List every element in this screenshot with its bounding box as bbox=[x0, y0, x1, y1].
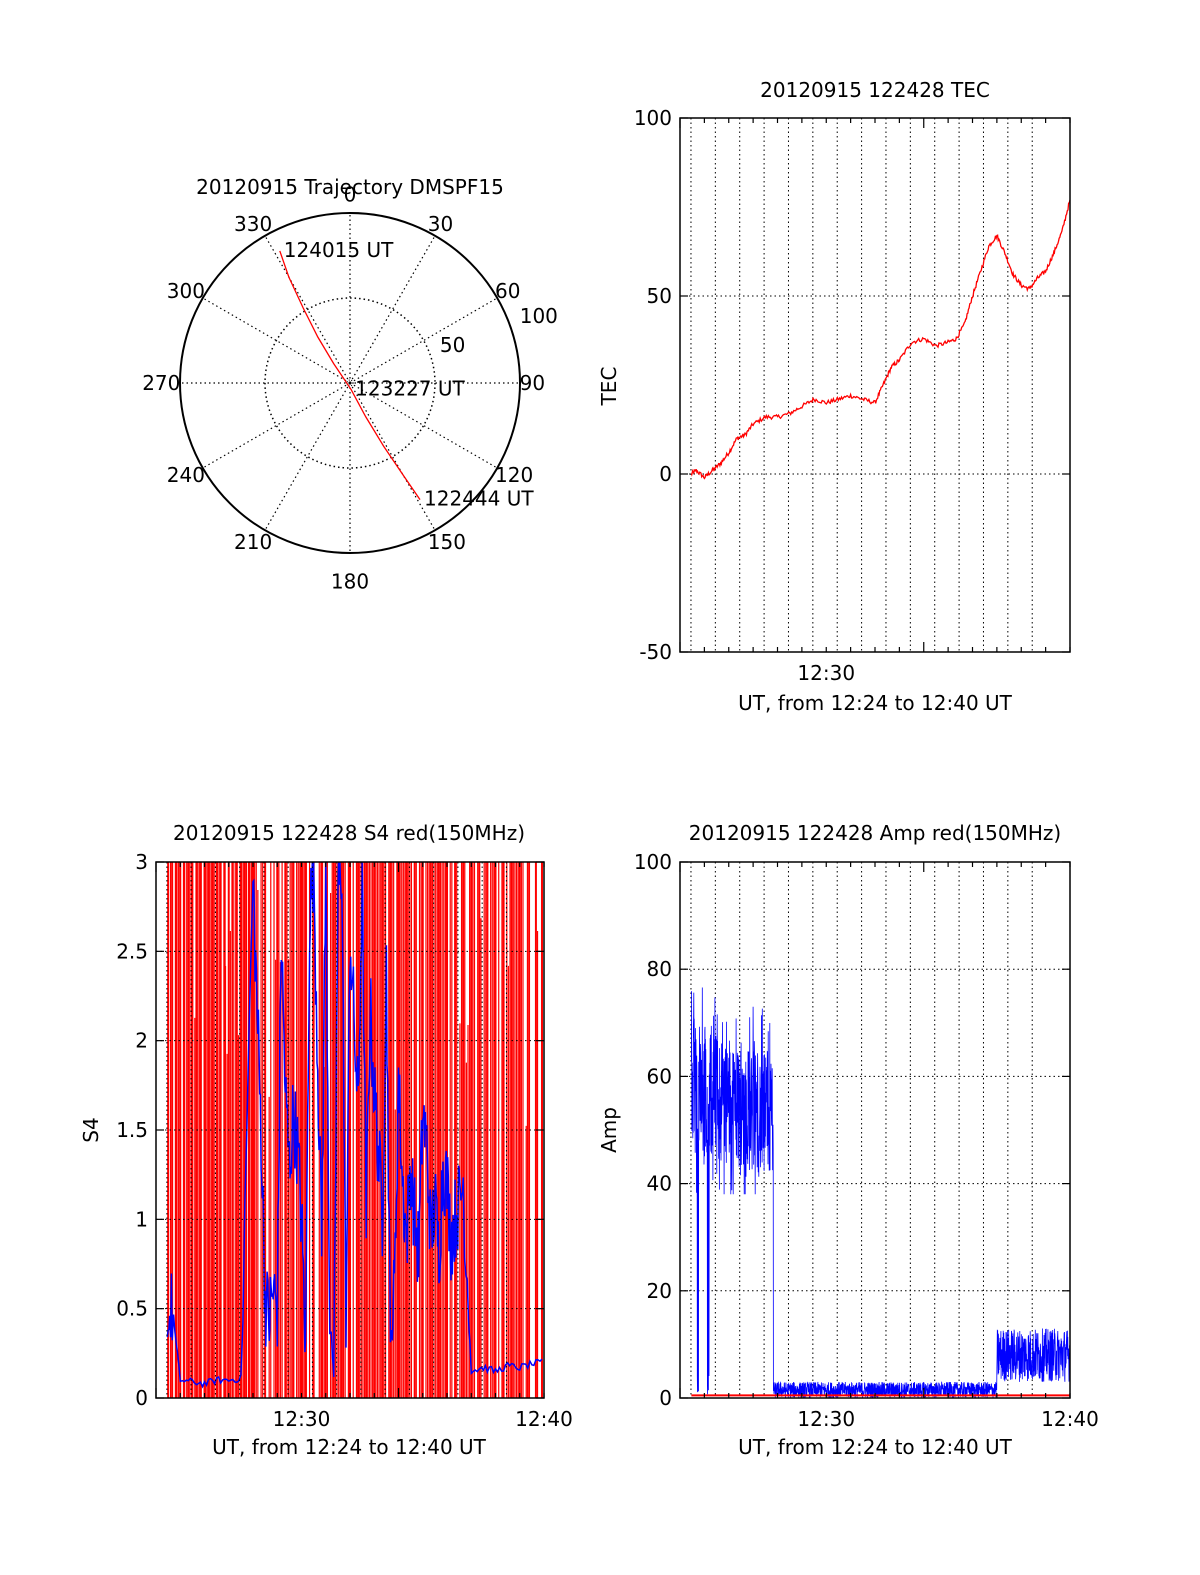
s4-axes: 0 0.5 1 1.5 2 2.5 3 12:30 12:40 bbox=[116, 850, 573, 1431]
polar-panel: 20120915 Trajectory DMSPF15 0 30 60 90 120 15… bbox=[142, 175, 558, 594]
s4-ytick-label: 2 bbox=[135, 1029, 148, 1053]
trajectory-annotation: 124015 UT bbox=[284, 238, 394, 262]
tec-ytick-label: 0 bbox=[659, 462, 672, 486]
polar-center bbox=[346, 379, 354, 387]
s4-ytick-label: 1.5 bbox=[116, 1118, 148, 1142]
amp-grid bbox=[680, 862, 1070, 1398]
amp-ylabel: Amp bbox=[597, 1107, 621, 1153]
polar-angle-label: 0 bbox=[344, 182, 357, 206]
polar-angle-label: 210 bbox=[234, 530, 272, 554]
polar-spoke bbox=[202, 297, 351, 384]
tec-grid bbox=[680, 118, 1070, 652]
amp-title: 20120915 122428 Amp red(150MHz) bbox=[689, 821, 1061, 845]
s4-ytick-label: 0.5 bbox=[116, 1297, 148, 1321]
s4-title: 20120915 122428 S4 red(150MHz) bbox=[173, 821, 525, 845]
polar-outer-circle bbox=[179, 212, 521, 554]
polar-angle-labels: 0 30 60 90 120 150 180 210 240 270 300 330 bbox=[142, 182, 545, 593]
trajectory-line bbox=[279, 250, 421, 500]
polar-angle-label: 300 bbox=[167, 279, 205, 303]
polar-spoke bbox=[349, 382, 498, 469]
polar-radius-label: 100 bbox=[520, 304, 558, 328]
s4-ytick-label: 1 bbox=[135, 1207, 148, 1231]
s4-ylabel: S4 bbox=[79, 1117, 103, 1142]
s4-grid bbox=[156, 862, 544, 1398]
tec-series bbox=[690, 199, 1071, 480]
tec-axes: -50 0 50 100 12:30 bbox=[634, 106, 1071, 685]
polar-angle-label: 270 bbox=[142, 371, 180, 395]
s4-ytick-label: 2.5 bbox=[116, 939, 148, 963]
tec-ytick-label: 50 bbox=[647, 284, 672, 308]
amp-series bbox=[691, 987, 1071, 1399]
polar-spoke bbox=[349, 235, 436, 384]
tec-ytick-label: 100 bbox=[634, 106, 672, 130]
tec-line bbox=[690, 199, 1071, 480]
polar-angle-label: 330 bbox=[234, 212, 272, 236]
polar-radius-label: 50 bbox=[440, 333, 465, 357]
amp-ytick-label: 60 bbox=[647, 1064, 672, 1088]
s4-xtick-label: 12:40 bbox=[515, 1407, 573, 1431]
amp-ytick-label: 0 bbox=[659, 1386, 672, 1410]
polar-title: 20120915 Trajectory DMSPF15 bbox=[196, 175, 504, 199]
trajectory-annotation: 122444 UT bbox=[424, 487, 534, 511]
tec-ylabel: TEC bbox=[597, 367, 621, 407]
s4-xtick-label: 12:30 bbox=[273, 1407, 331, 1431]
polar-spoke bbox=[264, 382, 351, 531]
polar-angle-label: 240 bbox=[167, 463, 205, 487]
tec-title: 20120915 122428 TEC bbox=[760, 78, 990, 102]
trajectory-annotation: 123227 UT bbox=[355, 377, 465, 401]
polar-spoke bbox=[349, 297, 498, 384]
polar-trajectory bbox=[279, 250, 421, 500]
amp-blue-line bbox=[691, 987, 1071, 1399]
amp-ytick-label: 20 bbox=[647, 1279, 672, 1303]
polar-spoke bbox=[349, 382, 436, 531]
polar-angle-label: 90 bbox=[520, 371, 545, 395]
tec-plot-frame bbox=[679, 117, 1071, 653]
polar-grid bbox=[179, 212, 521, 554]
polar-angle-label: 30 bbox=[428, 212, 453, 236]
amp-ytick-label: 100 bbox=[634, 850, 672, 874]
tec-ytick-label: -50 bbox=[639, 640, 672, 664]
polar-angle-label: 60 bbox=[495, 279, 520, 303]
tec-xlabel: UT, from 12:24 to 12:40 UT bbox=[738, 691, 1013, 715]
amp-axes: 0 20 40 60 80 100 12:30 12:40 bbox=[634, 850, 1099, 1431]
s4-panel: 20120915 122428 S4 red(150MHz) 0 0.5 1 1.5 2… bbox=[79, 821, 573, 1459]
s4-xlabel: UT, from 12:24 to 12:40 UT bbox=[212, 1435, 487, 1459]
s4-blue-line bbox=[166, 861, 543, 1389]
polar-radius-labels: 50 100 bbox=[440, 304, 558, 357]
amp-xtick-label: 12:30 bbox=[797, 1407, 855, 1431]
tec-panel: 20120915 122428 TEC -50 0 50 100 12:30 TEC U… bbox=[597, 78, 1071, 715]
polar-spoke bbox=[264, 235, 351, 384]
polar-angle-label: 180 bbox=[331, 570, 369, 594]
amp-xtick-label: 12:40 bbox=[1041, 1407, 1099, 1431]
s4-ytick-label: 0 bbox=[135, 1386, 148, 1410]
polar-angle-label: 150 bbox=[428, 530, 466, 554]
polar-inner-circle bbox=[264, 297, 436, 469]
amp-xlabel: UT, from 12:24 to 12:40 UT bbox=[738, 1435, 1013, 1459]
polar-spoke bbox=[202, 382, 351, 469]
s4-ytick-label: 3 bbox=[135, 850, 148, 874]
tec-xtick-label: 12:30 bbox=[797, 661, 855, 685]
amp-ytick-label: 80 bbox=[647, 957, 672, 981]
polar-annotations: 124015 UT 123227 UT 122444 UT bbox=[284, 238, 535, 511]
polar-angle-label: 120 bbox=[495, 463, 533, 487]
amp-panel: 20120915 122428 Amp red(150MHz) 0 20 40 60 8… bbox=[597, 821, 1099, 1459]
amp-ytick-label: 40 bbox=[647, 1172, 672, 1196]
